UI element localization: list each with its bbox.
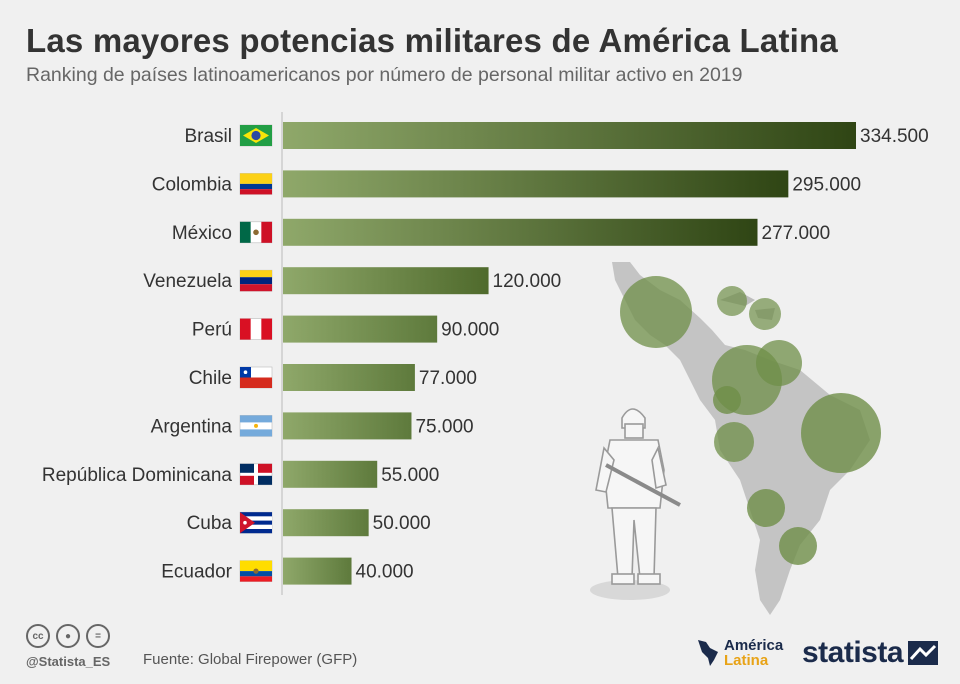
value-label: 120.000 [493,271,562,292]
bar-8 [283,509,369,537]
soldier-icon [590,408,681,600]
dominican-republic-flag-icon [239,463,273,486]
category-label: Argentina [151,416,233,437]
bar-4 [283,315,438,343]
category-label: Chile [189,368,232,389]
category-label: República Dominicana [42,465,233,486]
bubble-cuba [717,286,747,316]
bubble-chile [747,489,785,527]
bubble-mexico [620,276,692,348]
america-latina-logo[interactable]: América Latina [694,638,783,668]
bar-0 [283,122,856,149]
category-label: Cuba [187,513,233,534]
brazil-flag-icon [239,124,273,147]
value-label: 334.500 [860,126,929,147]
nd-icon[interactable]: = [86,624,110,648]
argentina-flag-icon [239,415,273,437]
statista-wordmark: statista [802,636,904,669]
value-label: 40.000 [356,562,414,583]
venezuela-flag-icon [239,269,273,292]
value-label: 50.000 [373,513,431,534]
mexico-flag-icon [239,221,273,244]
bubble-argentina [779,527,817,565]
bar-2 [283,218,758,246]
category-label: Colombia [152,174,233,195]
category-label: México [172,223,232,244]
category-label: Perú [192,320,232,341]
latin-america-map-icon [612,262,881,615]
partner-line-2: Latina [724,652,769,669]
bubble-brasil [801,393,881,473]
bar-3 [283,267,489,295]
bubble-peru [714,422,754,462]
ecuador-flag-icon [239,560,273,582]
america-latina-icon [698,640,718,666]
category-label: Venezuela [143,271,232,292]
cuba-flag-icon [239,511,273,534]
footer-license: cc ● = @Statista_ES [26,624,110,669]
bubble-ecuador [713,386,741,414]
bar-7 [283,460,378,488]
colombia-flag-icon [239,173,273,195]
bar-6 [283,412,412,440]
chile-flag-icon [239,366,273,389]
category-label: Brasil [184,126,232,147]
value-label: 277.000 [762,223,831,244]
bar-chart: Brasil 334.500 Colombia 295.000 México 277.00… [42,112,929,615]
page-title: Las mayores potencias militares de Améri… [26,22,838,59]
partner-line-1: América [724,637,784,654]
statista-logo[interactable]: statista [802,636,939,670]
value-label: 55.000 [381,465,439,486]
category-label: Ecuador [161,562,232,583]
statista-icon [908,641,939,665]
cc-icon[interactable]: cc [26,624,50,648]
source-text: Fuente: Global Firepower (GFP) [143,651,358,668]
by-icon[interactable]: ● [56,624,80,648]
value-label: 75.000 [415,416,473,437]
bar-1 [283,170,789,198]
bubble-venezuela [756,340,802,386]
bar-9 [283,557,352,585]
bubble-dominican-republic [749,298,781,330]
value-label: 295.000 [792,174,861,195]
peru-flag-icon [239,318,273,340]
value-label: 77.000 [419,368,477,389]
bar-5 [283,364,415,391]
value-label: 90.000 [441,320,499,341]
page-subtitle: Ranking de países latinoamericanos por n… [26,64,743,86]
statista-handle[interactable]: @Statista_ES [26,654,111,669]
